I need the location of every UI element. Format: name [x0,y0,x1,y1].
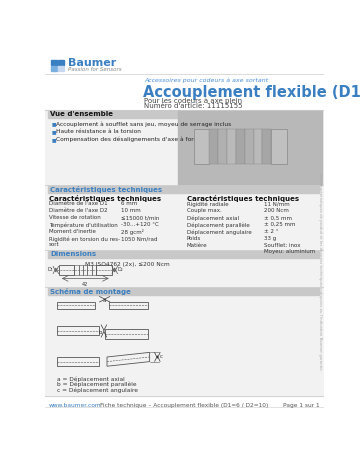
Text: ± 0,5 mm: ± 0,5 mm [264,215,292,220]
Text: Page 1 sur 1: Page 1 sur 1 [283,403,319,408]
Text: 11 N/mm: 11 N/mm [264,201,289,206]
Text: 42: 42 [82,281,89,287]
Bar [48,186,319,193]
Text: Vitesse de rotation: Vitesse de rotation [49,215,101,220]
Text: Passion for Sensors: Passion for Sensors [68,67,122,72]
Text: Les caractéristiques de produit et les données techniques indiquées ou l'indicat: Les caractéristiques de produit et les d… [318,172,322,370]
Text: Déplacement angulaire: Déplacement angulaire [187,229,252,235]
Bar [227,129,236,164]
Text: Diamètre de l'axe D1: Diamètre de l'axe D1 [49,201,108,206]
Text: ≤15000 t/min: ≤15000 t/min [121,215,159,220]
Text: ± 0,25 mm: ± 0,25 mm [264,222,295,227]
Text: Schéma de montage: Schéma de montage [50,288,131,295]
Text: ■: ■ [52,129,57,134]
Text: Matière: Matière [187,243,207,248]
Bar [271,129,287,164]
Text: Déplacement parallèle: Déplacement parallèle [187,222,249,228]
Bar [58,66,64,71]
Text: ■: ■ [52,121,57,126]
Text: Soufflet: inox
Moyeu: aluminium: Soufflet: inox Moyeu: aluminium [264,243,315,254]
Text: c = Déplacement angulaire: c = Déplacement angulaire [57,387,138,392]
Text: Diamètre de l'axe D2: Diamètre de l'axe D2 [49,208,108,213]
Bar [218,129,227,164]
Bar [194,129,209,164]
Text: b = Déplacement parallèle: b = Déplacement parallèle [57,382,136,387]
Bar [58,60,64,65]
Bar [45,186,324,250]
Text: a: a [103,298,107,303]
Bar [57,302,95,309]
Bar [245,129,253,164]
Text: Vue d'ensemble: Vue d'ensemble [50,111,113,117]
Text: Fiche technique – Accouplement flexible (D1=6 / D2=10): Fiche technique – Accouplement flexible … [100,403,269,408]
Text: D₂: D₂ [117,267,123,273]
Bar [92,265,96,275]
Bar [45,110,324,185]
Text: 28 gcm²: 28 gcm² [121,229,144,235]
Bar [236,129,245,164]
Text: Pour les codeurs à axe plein: Pour les codeurs à axe plein [144,97,242,104]
Text: Caractéristiques techniques: Caractéristiques techniques [187,195,299,202]
Text: Compensation des désalignements d'axe à force de rappel minimale: Compensation des désalignements d'axe à … [56,137,260,142]
Text: 10 mm: 10 mm [121,208,141,213]
Text: b: b [98,330,102,335]
Bar [48,110,319,117]
Bar [105,329,148,338]
Bar [45,288,324,396]
Text: Haute résistance à la torsion: Haute résistance à la torsion [56,129,141,134]
Text: 33 g: 33 g [264,236,276,241]
Text: -30...+120 °C: -30...+120 °C [121,222,159,227]
Text: Température d'utilisation: Température d'utilisation [49,222,118,228]
Text: Accessoires pour codeurs à axe sortant: Accessoires pour codeurs à axe sortant [144,77,269,83]
Bar [75,265,79,275]
Text: Poids: Poids [187,236,201,241]
Text: Dimensions: Dimensions [50,251,96,257]
Text: Rigidité radiale: Rigidité radiale [187,201,229,207]
Bar [48,251,319,258]
Bar [96,265,112,275]
Text: Caractéristiques techniques: Caractéristiques techniques [50,186,163,193]
Text: D₁: D₁ [48,267,54,273]
Text: ± 2 °: ± 2 ° [264,229,278,234]
Bar [57,357,99,366]
Text: ■: ■ [52,137,57,142]
Bar [209,129,218,164]
Bar [57,326,99,336]
Text: M3 ISO4762 (2x), ≤200 Ncm: M3 ISO4762 (2x), ≤200 Ncm [85,261,170,267]
Text: Numéro d'article: 11115155: Numéro d'article: 11115155 [144,103,243,109]
Bar [83,265,87,275]
Bar [87,265,92,275]
Text: Accouplement à soufflet sans jeu, moyeu de serrage inclus: Accouplement à soufflet sans jeu, moyeu … [56,121,231,127]
Text: a = Déplacement axial: a = Déplacement axial [57,376,124,382]
Text: Baumer: Baumer [68,58,117,68]
Bar [59,265,75,275]
Bar [79,265,83,275]
Bar [48,288,319,295]
Text: 1050 Nm/rad: 1050 Nm/rad [121,236,157,241]
Text: Déplacement axial: Déplacement axial [187,215,239,221]
Text: c: c [160,355,163,359]
Text: Accouplement flexible (D1=6 / D2=10): Accouplement flexible (D1=6 / D2=10) [143,85,360,100]
Bar [253,129,262,164]
Bar [262,129,271,164]
Text: Rigidité en torsion du res-
sort: Rigidité en torsion du res- sort [49,236,120,247]
Text: www.baumer.com: www.baumer.com [49,403,102,408]
Text: 200 Ncm: 200 Ncm [264,208,288,213]
Bar [51,66,57,71]
Text: Caractéristiques techniques: Caractéristiques techniques [49,195,161,202]
Bar [51,60,57,65]
Text: Couple max.: Couple max. [187,208,221,213]
Bar [178,110,322,185]
Bar [45,251,324,287]
Text: 6 mm: 6 mm [121,201,137,206]
Bar [109,302,148,309]
Text: Moment d'inertie: Moment d'inertie [49,229,96,234]
